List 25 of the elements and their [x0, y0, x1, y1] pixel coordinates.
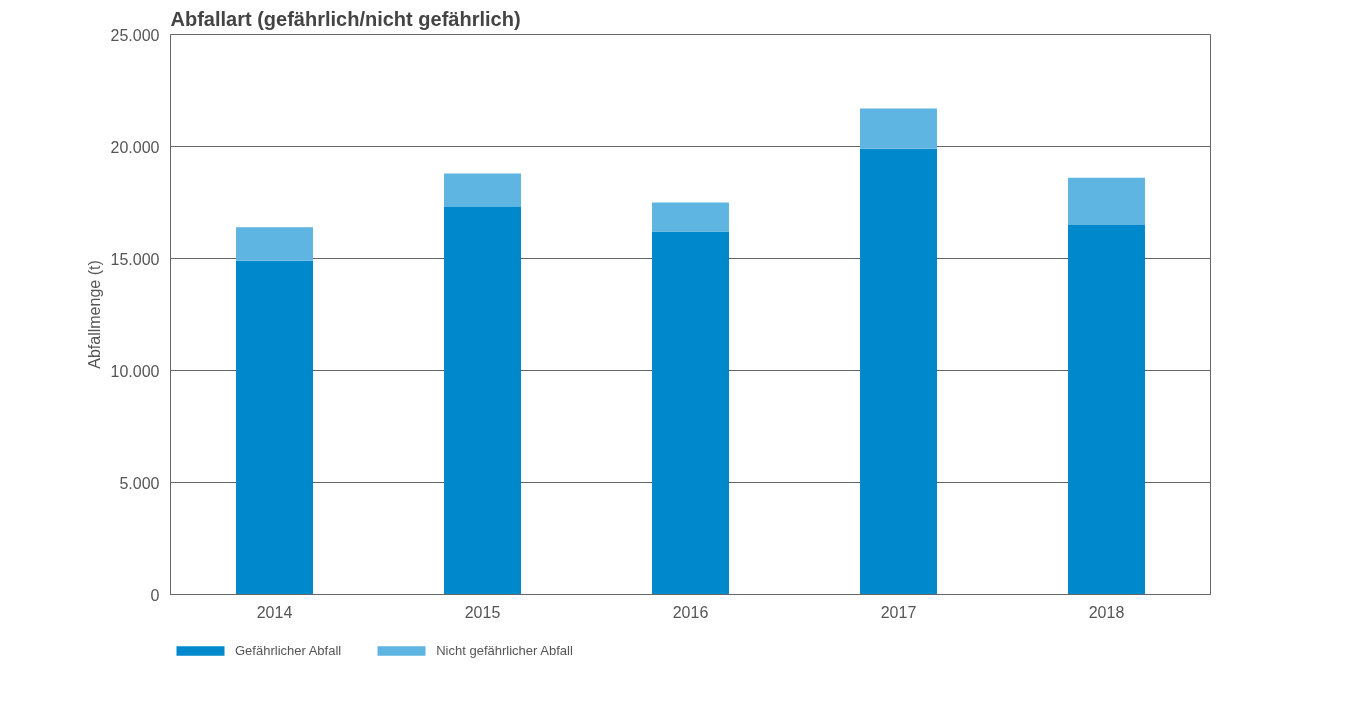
- y-tick-label: 15.000: [110, 250, 160, 268]
- x-tick-label: 2018: [1088, 603, 1125, 621]
- bar: [444, 206, 521, 595]
- y-tick-label: 10.000: [110, 362, 160, 380]
- bar: [1068, 224, 1145, 595]
- bar: [236, 260, 313, 595]
- y-tick-label: 5.000: [119, 474, 160, 492]
- bar: [652, 231, 729, 595]
- bar: [860, 108, 937, 149]
- bar: [1068, 177, 1145, 225]
- bar: [444, 173, 521, 207]
- bar: [860, 148, 937, 595]
- bar: [652, 202, 729, 232]
- x-tick-label: 2017: [880, 603, 917, 621]
- chart-title: Abfallart (gefährlich/nicht gefährlich): [170, 7, 521, 30]
- x-tick-label: 2014: [256, 603, 293, 621]
- legend-label: Gefährlicher Abfall: [235, 642, 342, 658]
- y-tick-label: 25.000: [110, 26, 160, 44]
- x-tick-label: 2016: [672, 603, 709, 621]
- y-tick-label: 0: [150, 586, 160, 604]
- x-tick-label: 2015: [464, 603, 501, 621]
- y-axis-title: Abfallmenge (t): [85, 260, 103, 369]
- y-tick-label: 20.000: [110, 138, 160, 156]
- bar: [236, 227, 313, 261]
- legend-label: Nicht gefährlicher Abfall: [436, 642, 573, 658]
